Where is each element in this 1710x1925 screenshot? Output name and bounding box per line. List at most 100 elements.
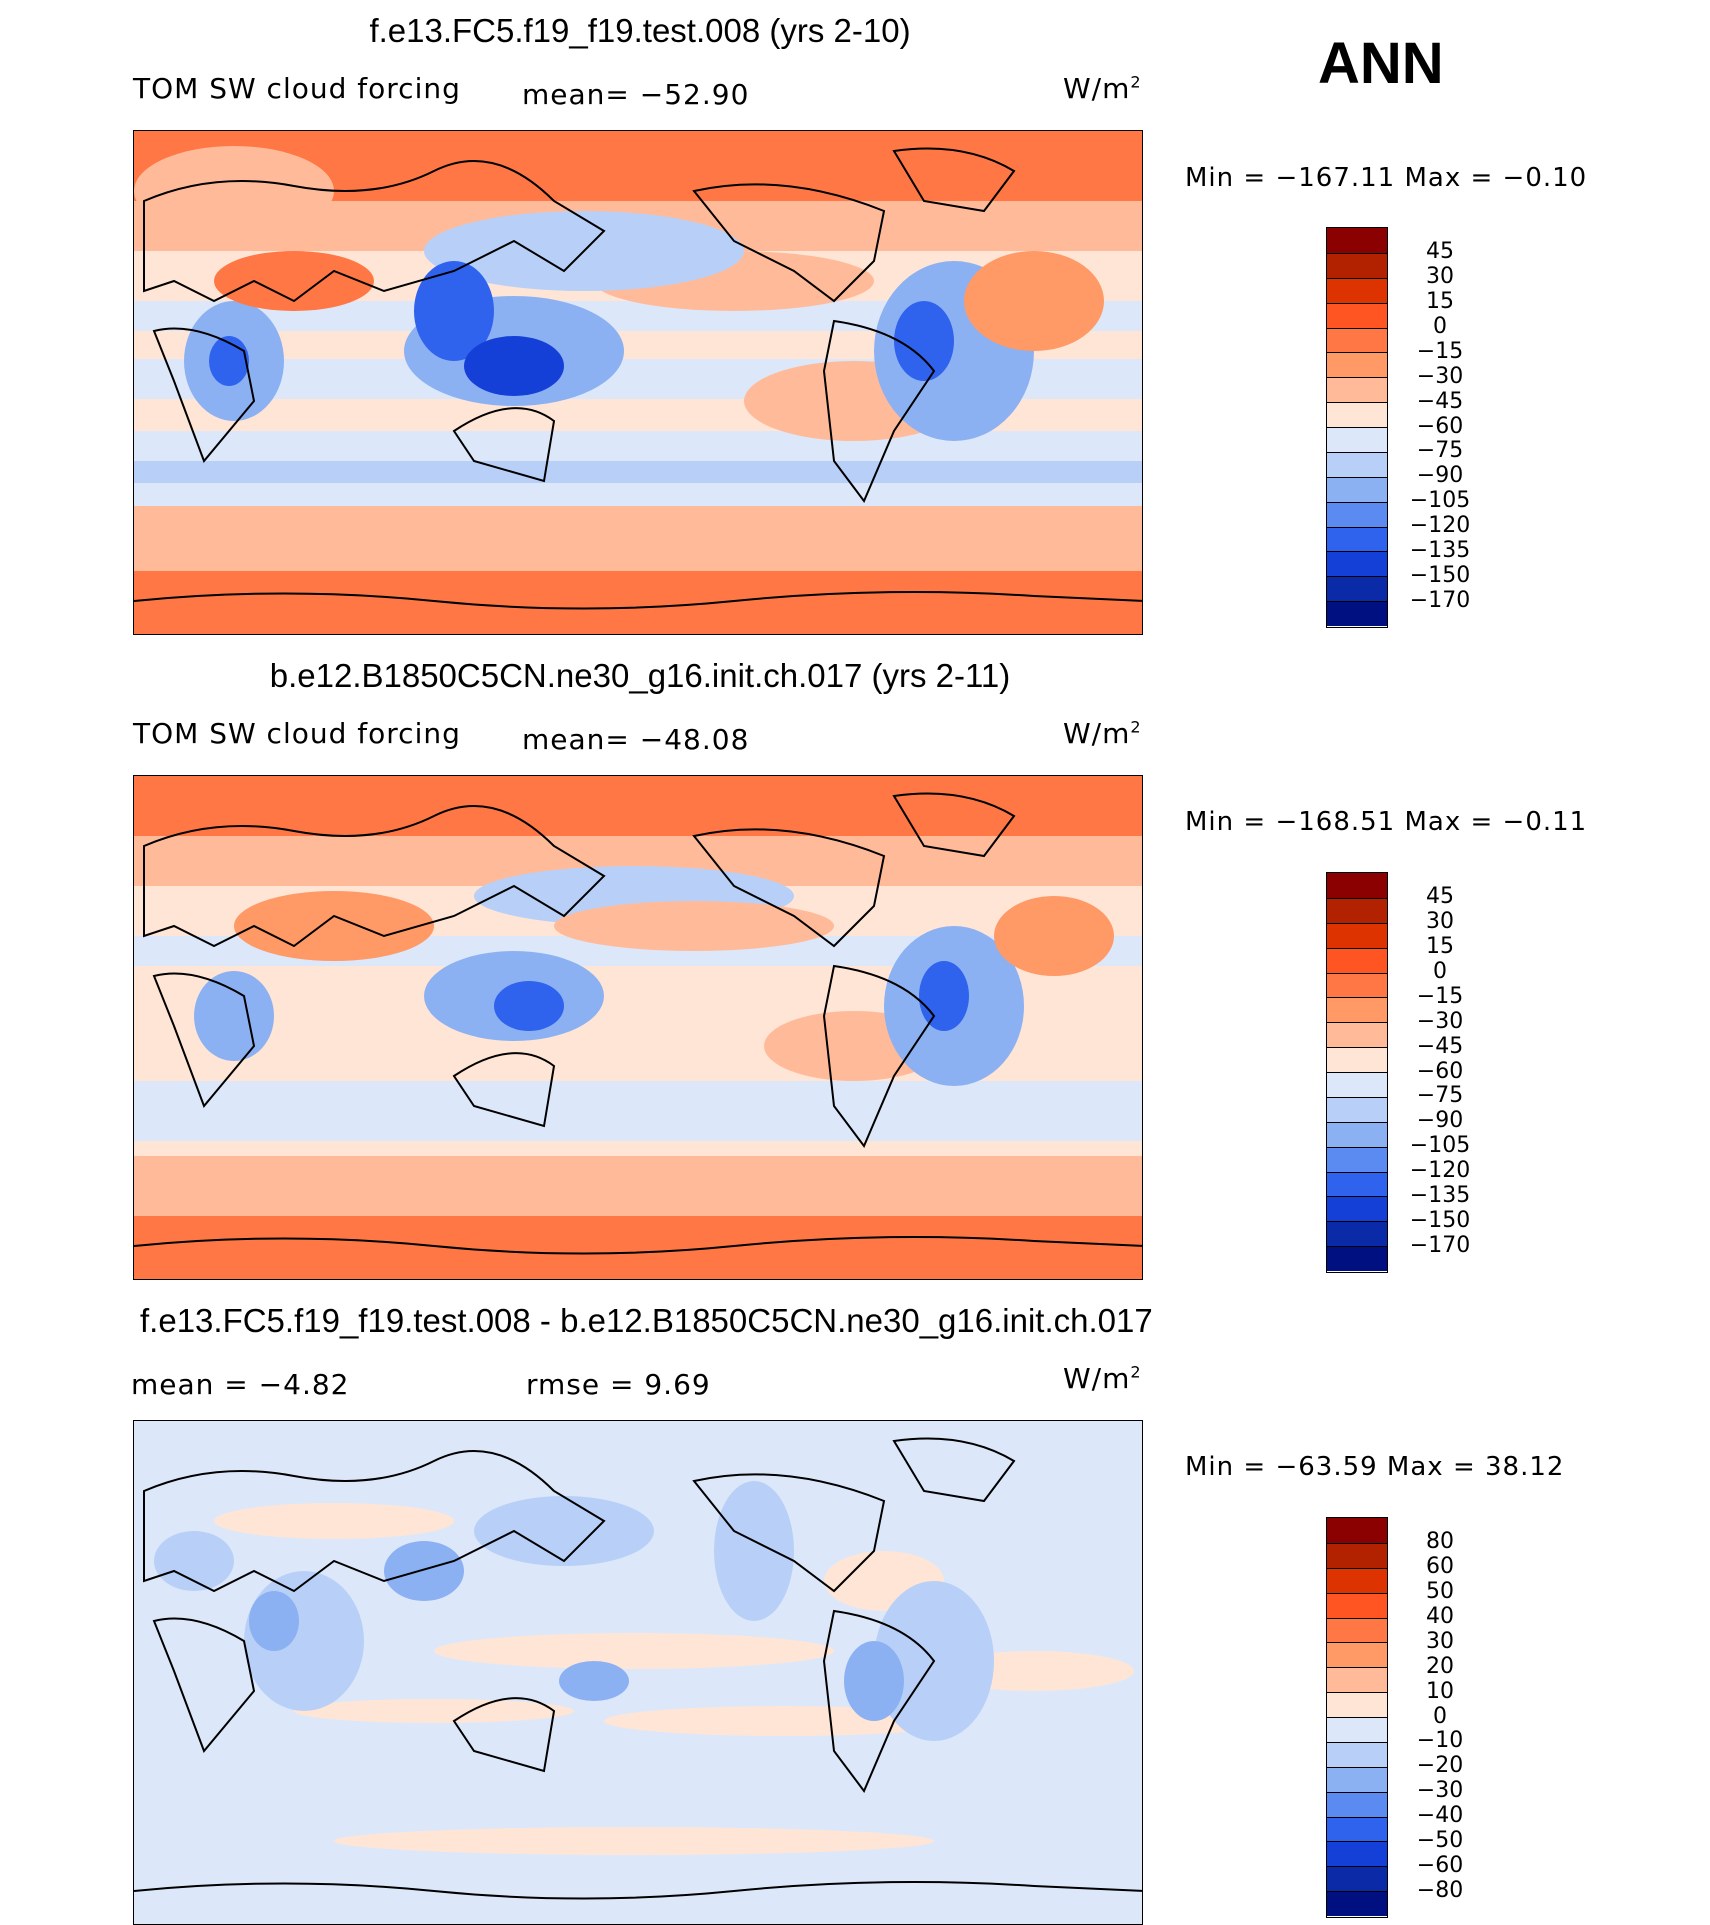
colorbar-label: −120: [1409, 1158, 1471, 1183]
panel1-units: W/m2: [1063, 72, 1142, 105]
colorbar-swatch: [1327, 1146, 1387, 1172]
panel2-variable-label: TOM SW cloud forcing: [133, 717, 461, 750]
colorbar-swatch: [1327, 1642, 1387, 1668]
colorbar-swatch: [1327, 947, 1387, 973]
colorbar-label: 45: [1426, 239, 1454, 265]
panel2-title: b.e12.B1850C5CN.ne30_g16.init.ch.017 (yr…: [269, 657, 1011, 694]
colorbar-label: −50: [1416, 1827, 1464, 1853]
colorbar-swatch: [1327, 352, 1387, 378]
panel1-colorbar: [1326, 227, 1388, 628]
panel3-rmse-label: rmse = 9.69: [526, 1368, 711, 1401]
colorbar-label: −150: [1409, 562, 1471, 588]
colorbar-swatch: [1327, 551, 1387, 577]
colorbar-swatch: [1327, 1692, 1387, 1717]
colorbar-swatch: [1327, 897, 1387, 923]
colorbar-swatch: [1327, 1866, 1387, 1892]
panel2-units: W/m2: [1063, 717, 1142, 750]
colorbar-swatch: [1327, 1518, 1387, 1543]
colorbar-label: −15: [1416, 983, 1464, 1009]
colorbar-label: −15: [1416, 338, 1464, 364]
panel3-units: W/m2: [1063, 1362, 1142, 1395]
colorbar-label: −90: [1416, 1108, 1464, 1134]
colorbar-swatch: [1327, 501, 1387, 527]
colorbar-swatch: [1327, 1741, 1387, 1767]
colorbar-swatch: [1327, 277, 1387, 303]
colorbar-swatch: [1327, 997, 1387, 1023]
colorbar-label: 0: [1433, 1703, 1447, 1729]
colorbar-label: 80: [1426, 1529, 1454, 1555]
panel2-map: [133, 775, 1143, 1280]
colorbar-label: 45: [1426, 884, 1454, 910]
colorbar-label: −105: [1409, 1133, 1471, 1159]
colorbar-swatch: [1327, 1567, 1387, 1593]
colorbar-label: −170: [1409, 587, 1471, 613]
panel3-map: [133, 1420, 1143, 1925]
panel3-title: f.e13.FC5.f19_f19.test.008 - b.e12.B1850…: [140, 1302, 1153, 1339]
panel2-colorbar: [1326, 872, 1388, 1273]
colorbar-label: −60: [1416, 413, 1464, 439]
panel2-contour-map: [134, 776, 1142, 1279]
colorbar-swatch: [1327, 302, 1387, 328]
colorbar-swatch: [1327, 972, 1387, 998]
colorbar-label: −30: [1416, 1008, 1464, 1034]
colorbar-swatch: [1327, 377, 1387, 403]
colorbar-swatch: [1327, 476, 1387, 502]
colorbar-label: 10: [1426, 1678, 1454, 1704]
colorbar-swatch: [1327, 1816, 1387, 1842]
colorbar-swatch: [1327, 451, 1387, 477]
colorbar-swatch: [1327, 922, 1387, 948]
colorbar-label: −135: [1409, 537, 1471, 563]
panel1-title: f.e13.FC5.f19_f19.test.008 (yrs 2-10): [369, 12, 911, 49]
colorbar-label: −60: [1416, 1058, 1464, 1084]
colorbar-swatch: [1327, 873, 1387, 898]
colorbar-swatch: [1327, 1791, 1387, 1817]
colorbar-swatch: [1327, 1072, 1387, 1097]
panel2-minmax: Min = −168.51 Max = −0.11: [1185, 807, 1588, 837]
colorbar-swatch: [1327, 526, 1387, 552]
colorbar-swatch: [1327, 1617, 1387, 1643]
colorbar-label: −10: [1416, 1728, 1464, 1754]
colorbar-label: 40: [1426, 1604, 1454, 1629]
colorbar-swatch: [1327, 1246, 1387, 1271]
colorbar-swatch: [1327, 402, 1387, 427]
colorbar-label: −20: [1416, 1753, 1464, 1779]
colorbar-swatch: [1327, 1766, 1387, 1792]
panel1-minmax: Min = −167.11 Max = −0.10: [1185, 163, 1588, 193]
colorbar-label: −45: [1416, 388, 1464, 414]
colorbar-label: −30: [1416, 1778, 1464, 1804]
colorbar-swatch: [1327, 1196, 1387, 1222]
colorbar-label: −75: [1416, 438, 1464, 464]
colorbar-swatch: [1327, 1171, 1387, 1197]
colorbar-swatch: [1327, 601, 1387, 626]
colorbar-swatch: [1327, 576, 1387, 602]
panel1-map: [133, 130, 1143, 635]
colorbar-label: −105: [1409, 488, 1471, 514]
season-label: ANN: [1318, 31, 1444, 96]
colorbar-label: 30: [1426, 264, 1454, 290]
colorbar-label: 50: [1426, 1579, 1454, 1605]
colorbar-swatch: [1327, 1841, 1387, 1867]
colorbar-swatch: [1327, 252, 1387, 278]
colorbar-swatch: [1327, 1717, 1387, 1742]
colorbar-swatch: [1327, 1047, 1387, 1072]
colorbar-swatch: [1327, 1542, 1387, 1568]
colorbar-label: −80: [1416, 1877, 1464, 1903]
panel1-contour-map: [134, 131, 1142, 634]
colorbar-label: −75: [1416, 1083, 1464, 1109]
colorbar-label: 0: [1433, 314, 1447, 339]
colorbar-label: 0: [1433, 959, 1447, 984]
colorbar-label: −60: [1416, 1852, 1464, 1878]
colorbar-swatch: [1327, 427, 1387, 452]
panel3-mean-label: mean = −4.82: [131, 1368, 350, 1401]
colorbar-label: 15: [1426, 289, 1454, 315]
colorbar-swatch: [1327, 1592, 1387, 1618]
colorbar-label: −45: [1416, 1033, 1464, 1059]
colorbar-label: −170: [1409, 1232, 1471, 1258]
colorbar-swatch: [1327, 1667, 1387, 1693]
colorbar-label: 30: [1426, 909, 1454, 935]
colorbar-label: −120: [1409, 513, 1471, 538]
colorbar-swatch: [1327, 327, 1387, 353]
colorbar-label: −30: [1416, 363, 1464, 389]
colorbar-label: −40: [1416, 1803, 1464, 1828]
colorbar-swatch: [1327, 1096, 1387, 1122]
